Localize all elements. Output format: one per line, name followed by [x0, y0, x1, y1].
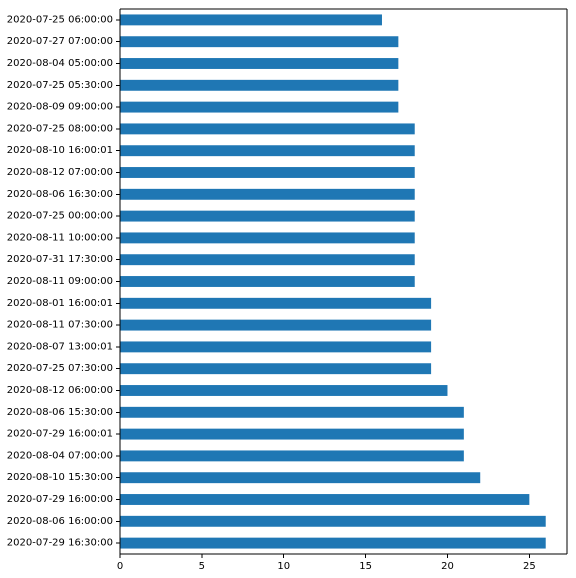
bar — [120, 297, 432, 309]
bar — [120, 494, 530, 505]
y-tick-label: 2020-08-10 15:30:00 — [7, 472, 113, 483]
y-tick-label: 2020-08-11 09:00:00 — [7, 276, 113, 287]
y-tick-label: 2020-08-04 05:00:00 — [7, 58, 113, 69]
y-tick-label: 2020-08-06 16:30:00 — [7, 189, 113, 200]
bar — [120, 406, 464, 418]
y-tick-label: 2020-07-25 06:00:00 — [7, 14, 113, 25]
y-tick-label: 2020-07-25 00:00:00 — [7, 211, 113, 222]
x-tick-label: 25 — [523, 561, 536, 572]
x-tick-label: 15 — [359, 561, 372, 572]
y-tick-label: 2020-08-12 07:00:00 — [7, 167, 113, 178]
bar — [120, 428, 464, 440]
y-tick-label: 2020-08-07 13:00:01 — [7, 341, 113, 352]
y-tick-label: 2020-07-25 05:30:00 — [7, 80, 113, 91]
bar — [120, 472, 481, 484]
x-tick-label: 10 — [277, 561, 290, 572]
bar — [120, 14, 382, 26]
bar — [120, 145, 415, 157]
y-tick-label: 2020-07-29 16:00:01 — [7, 429, 113, 440]
y-tick-label: 2020-07-25 07:30:00 — [7, 363, 113, 374]
y-tick-label: 2020-08-12 06:00:00 — [7, 385, 113, 396]
labels-layer: 2020-07-25 06:00:00 2020-07-27 07:00:00 20… — [7, 14, 536, 572]
y-tick-label: 2020-08-10 16:00:01 — [7, 145, 113, 156]
bar — [120, 385, 448, 396]
bar — [120, 79, 399, 91]
bar — [120, 36, 399, 48]
bar — [120, 232, 415, 244]
bar — [120, 167, 415, 178]
x-tick-label: 0 — [117, 561, 123, 572]
axes-layer — [116, 8, 568, 558]
y-tick-label: 2020-07-29 16:00:00 — [7, 494, 113, 505]
y-tick-label: 2020-08-11 07:30:00 — [7, 320, 113, 331]
bar — [120, 276, 415, 287]
bar — [120, 101, 399, 113]
bar — [120, 363, 432, 375]
bar — [120, 210, 415, 222]
bar — [120, 319, 432, 331]
y-tick-label: 2020-07-29 16:30:00 — [7, 538, 113, 549]
bar — [120, 450, 464, 462]
y-tick-label: 2020-07-27 07:00:00 — [7, 36, 113, 47]
x-tick-label: 5 — [199, 561, 205, 572]
bar — [120, 515, 546, 527]
y-tick-label: 2020-08-09 09:00:00 — [7, 102, 113, 113]
y-tick-label: 2020-08-04 07:00:00 — [7, 450, 113, 461]
bar — [120, 537, 546, 549]
bar — [120, 254, 415, 266]
y-tick-label: 2020-08-11 10:00:00 — [7, 232, 113, 243]
x-tick-label: 20 — [441, 561, 454, 572]
bar — [120, 341, 432, 353]
bars-layer — [120, 14, 546, 549]
y-tick-label: 2020-07-25 08:00:00 — [7, 123, 113, 134]
y-tick-label: 2020-08-06 15:30:00 — [7, 407, 113, 418]
y-tick-label: 2020-08-06 16:00:00 — [7, 516, 113, 527]
y-tick-label: 2020-07-31 17:30:00 — [7, 254, 113, 265]
bar — [120, 58, 399, 69]
bar — [120, 188, 415, 200]
y-tick-label: 2020-08-01 16:00:01 — [7, 298, 113, 309]
bar — [120, 123, 415, 135]
